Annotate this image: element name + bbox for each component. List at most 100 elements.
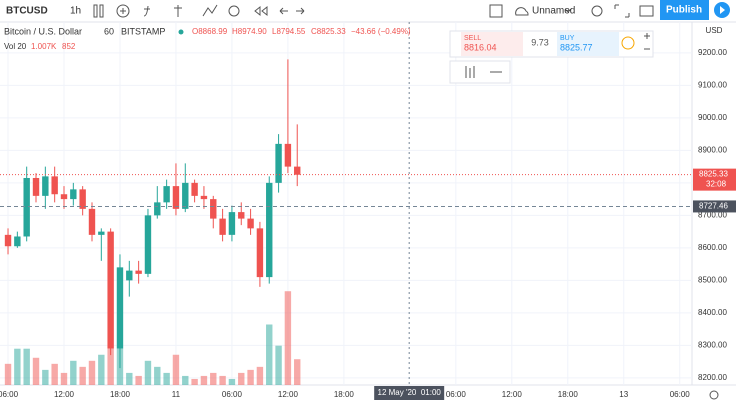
symbol[interactable]: BTCUSD <box>6 6 48 17</box>
x-tick-label: 06:00 <box>446 390 467 399</box>
candle-body <box>294 166 301 175</box>
x-tick-label: 12:00 <box>54 390 75 399</box>
interval[interactable]: 1h <box>70 6 81 17</box>
volume-label: Vol 20 <box>4 42 27 51</box>
volume-bar <box>60 372 68 385</box>
candle-body <box>219 218 226 235</box>
y-tick-label: 9000.00 <box>698 113 727 122</box>
volume-bar <box>256 366 264 385</box>
tools-box <box>449 60 511 84</box>
x-tick-label: 18:00 <box>110 390 131 399</box>
buy-label[interactable]: BUY <box>560 35 575 42</box>
y-tick-label: 8400.00 <box>698 308 727 317</box>
y-tick-label: 9200.00 <box>698 48 727 57</box>
volume-bar <box>135 375 142 385</box>
x-tick-label: 12:00 <box>278 390 299 399</box>
volume-bar <box>172 354 180 385</box>
volume-bar <box>107 348 114 385</box>
candle-body <box>228 212 236 235</box>
publish-button[interactable] <box>660 0 709 20</box>
spread: 9.73 <box>531 37 549 47</box>
info-icon[interactable] <box>621 36 635 50</box>
volume-bar <box>163 372 170 385</box>
volume-bar <box>32 357 40 385</box>
candle-body <box>182 182 189 209</box>
volume-bar <box>247 369 254 385</box>
toolbar-icons[interactable] <box>93 4 654 18</box>
candle-body <box>275 143 282 183</box>
volume-bar <box>266 324 273 385</box>
x-tick-label: 11 <box>172 390 181 399</box>
replay-icon <box>720 6 725 14</box>
volume-bar <box>182 375 189 385</box>
candle-body <box>107 231 114 349</box>
candle-body <box>238 212 245 219</box>
candle-body <box>247 218 254 229</box>
candle-body <box>51 176 58 195</box>
legend-high: H8974.90 <box>232 27 267 36</box>
publish-label[interactable]: Publish <box>666 5 702 16</box>
candle-body <box>70 189 77 200</box>
candle-body <box>98 231 105 235</box>
candle-body <box>200 195 208 200</box>
volume-bar <box>154 366 161 385</box>
y-tick-label: 8600.00 <box>698 243 727 252</box>
toolbar <box>0 0 736 22</box>
candle-body <box>256 228 264 278</box>
volume-bar <box>284 291 292 385</box>
candle-body <box>266 182 273 278</box>
sell-button[interactable] <box>461 32 523 56</box>
candle-body <box>172 186 180 209</box>
volume-bar <box>210 372 217 385</box>
last-price-tag <box>693 168 736 191</box>
candle-body <box>88 208 96 235</box>
layout-name[interactable]: Unnamed <box>532 6 575 17</box>
volume-bar <box>88 360 96 385</box>
volume-bar <box>4 363 12 385</box>
volume-bar <box>79 366 86 385</box>
tool-icons[interactable] <box>465 66 502 78</box>
x-tick-label: 06:00 <box>222 390 243 399</box>
status-dot <box>178 29 184 35</box>
crosshair-price-tag <box>693 200 736 213</box>
zoom-buttons[interactable] <box>644 33 650 50</box>
candle-body <box>126 270 133 281</box>
legend-open: O8868.99 <box>192 27 228 36</box>
legend-change: −43.66 (−0.49%) <box>351 27 411 36</box>
sell-price[interactable]: 8816.04 <box>464 42 497 52</box>
volume-bar <box>200 375 208 385</box>
volume-bar <box>98 354 105 385</box>
sell-label[interactable]: SELL <box>464 35 481 42</box>
candle-body <box>4 234 12 247</box>
y-tick-label: 8300.00 <box>698 340 727 349</box>
candle-body <box>79 189 86 209</box>
legend-name: Bitcoin / U.S. Dollar <box>4 26 82 36</box>
trade-panel: SELL 8816.04 9.73 BUY 8825.77 <box>449 30 654 84</box>
volume-bar <box>191 378 198 385</box>
volume-last: 852 <box>62 42 76 51</box>
volume-bar <box>219 375 226 385</box>
legend-low: L8794.55 <box>272 27 306 36</box>
candle-body <box>191 182 198 196</box>
volume-bar <box>294 359 301 385</box>
legend-interval: 60 <box>104 26 114 36</box>
buy-button[interactable] <box>557 32 619 56</box>
crosshair-price-label: 8727.46 <box>699 202 728 211</box>
candle-body <box>135 270 142 274</box>
x-tick-label: 13 <box>619 390 628 399</box>
candle-body <box>284 143 292 167</box>
settings-icon[interactable] <box>709 390 719 400</box>
buy-price[interactable]: 8825.77 <box>560 42 593 52</box>
candle-body <box>154 202 161 216</box>
crosshair-time-tag <box>374 386 445 400</box>
volume-bar <box>238 372 245 385</box>
candle-body <box>210 199 217 219</box>
last-price-label: 8825.33 <box>699 170 728 179</box>
candle-body <box>42 176 49 196</box>
x-tick-label: 12:00 <box>502 390 523 399</box>
candle-body <box>14 236 21 247</box>
candle-body <box>60 194 68 200</box>
legend-exchange: BITSTAMP <box>121 26 165 36</box>
